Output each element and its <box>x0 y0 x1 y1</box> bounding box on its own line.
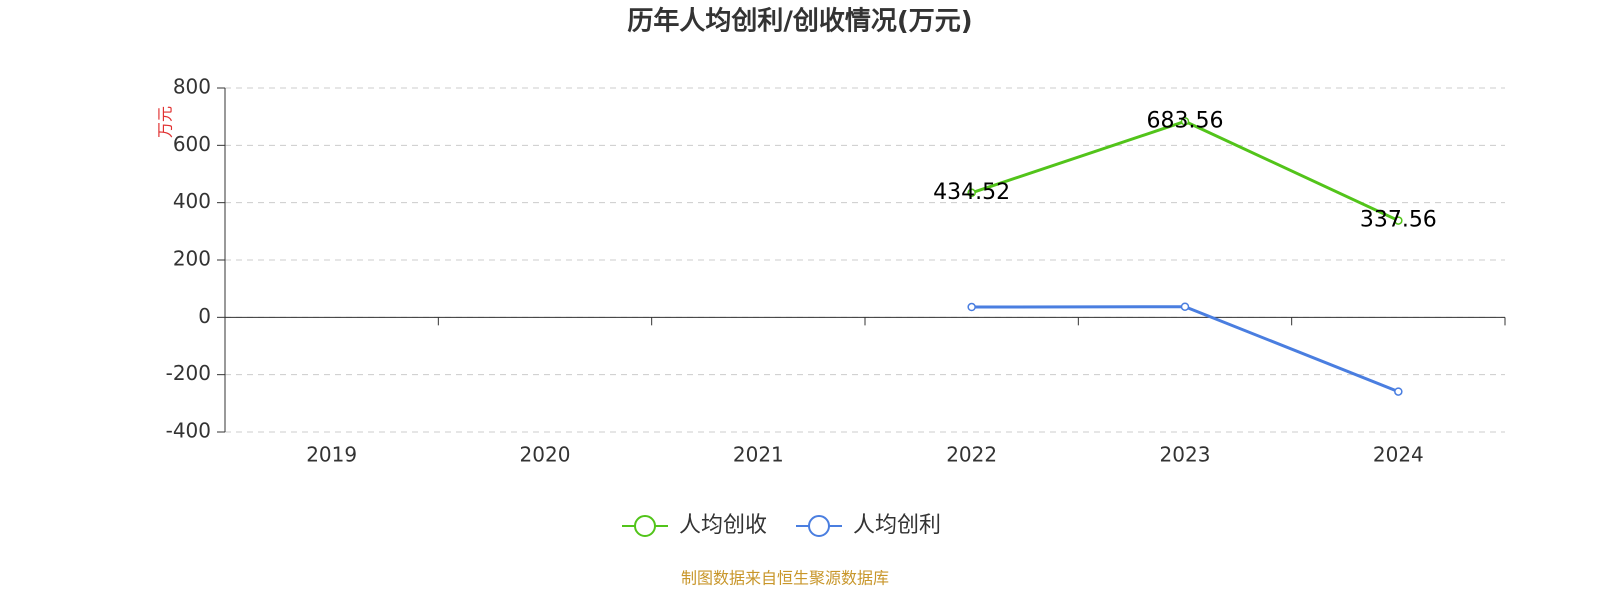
data-label: 434.52 <box>933 180 1010 205</box>
data-point <box>1180 302 1190 311</box>
x-tick-label: 2021 <box>733 443 784 467</box>
data-point <box>967 188 976 198</box>
series-line <box>971 305 1399 393</box>
data-point <box>1394 387 1403 396</box>
chart-title: 历年人均创利/创收情况(万元) <box>627 6 972 37</box>
x-tick-label: 2020 <box>520 443 571 467</box>
y-tick-label: 800 <box>173 75 211 99</box>
y-tick-label: -400 <box>166 419 211 443</box>
y-tick-label: -200 <box>166 361 211 385</box>
x-tick-label: 2023 <box>1160 443 1211 467</box>
data-point <box>967 302 976 312</box>
x-tick-label: 2024 <box>1373 443 1424 467</box>
data-point <box>1180 117 1190 126</box>
y-tick-label: 0 <box>198 304 211 328</box>
series-line <box>971 119 1399 222</box>
y-tick-label: 400 <box>173 189 211 213</box>
y-tick-label: 200 <box>173 247 211 271</box>
legend-label: 人均创利 <box>853 513 941 538</box>
y-axis-label: 万元 <box>156 106 175 138</box>
legend-marker <box>808 515 830 537</box>
data-label: 337.56 <box>1360 208 1437 233</box>
legend-marker <box>634 515 656 537</box>
data-label: 683.56 <box>1147 108 1224 133</box>
x-tick-label: 2022 <box>946 443 997 467</box>
source-note: 制图数据来自恒生聚源数据库 <box>681 569 889 588</box>
x-tick-label: 2019 <box>306 443 357 467</box>
y-tick-label: 600 <box>173 132 211 156</box>
legend-label: 人均创收 <box>679 513 767 538</box>
data-point <box>1394 216 1403 225</box>
